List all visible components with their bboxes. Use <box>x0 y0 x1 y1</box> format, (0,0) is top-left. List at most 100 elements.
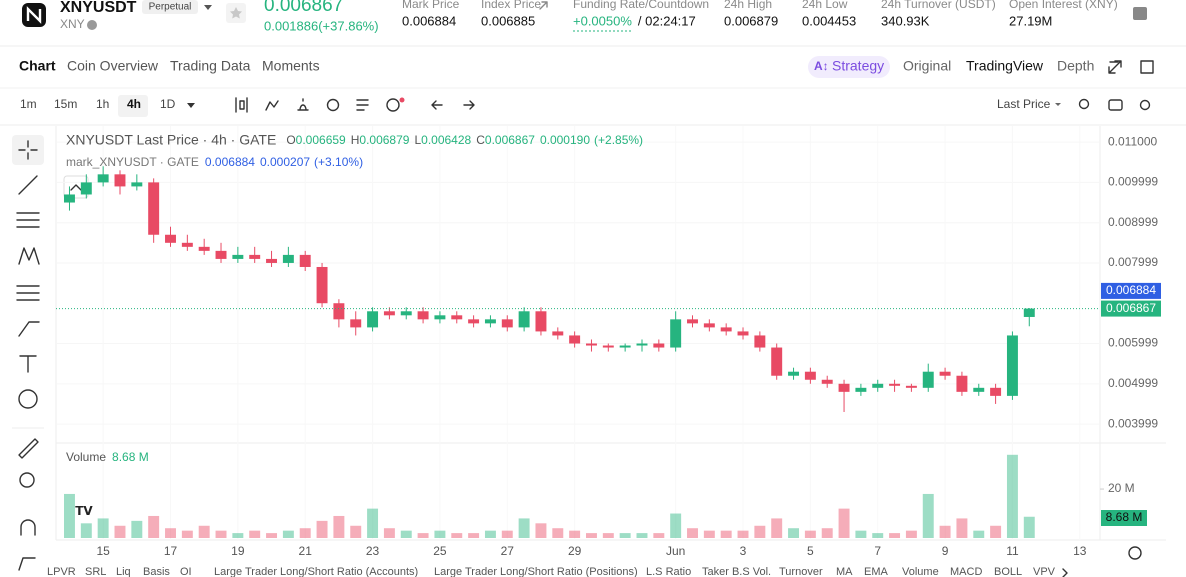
undo[interactable] <box>431 100 443 110</box>
star-icon <box>230 7 242 19</box>
volume-bar <box>754 525 766 538</box>
tab[interactable]: Coin Overview <box>67 58 159 74</box>
mark-legend-title: mark_XNYUSDT · GATE <box>66 155 199 169</box>
magnet-tool[interactable] <box>20 519 36 536</box>
candle <box>922 363 934 392</box>
camera-icon[interactable] <box>1108 99 1123 111</box>
interval[interactable]: 1h <box>96 97 109 111</box>
candle-body <box>838 383 850 392</box>
add-tool[interactable] <box>386 98 400 112</box>
candle-body <box>316 266 328 304</box>
indicator-tab[interactable]: Taker B.S Vol. <box>702 566 771 577</box>
volume-bar <box>569 530 581 538</box>
template-tool[interactable] <box>356 99 369 111</box>
view-option[interactable]: Original <box>903 58 951 74</box>
volume-bar <box>585 533 597 538</box>
indicator-tab[interactable]: Turnover <box>779 566 823 577</box>
candle-body <box>97 174 109 183</box>
pattern-tool[interactable] <box>18 247 40 265</box>
indicator-tab[interactable]: Volume <box>902 566 939 577</box>
window-icon[interactable] <box>1140 60 1154 74</box>
fullscreen-icon[interactable] <box>1108 60 1122 74</box>
indicator-tab[interactable]: Large Trader Long/Short Ratio (Positions… <box>434 566 638 577</box>
candle-body <box>821 379 833 384</box>
volume-bar <box>990 525 1002 538</box>
text-tool[interactable] <box>19 355 37 373</box>
candles-tool[interactable] <box>235 97 248 113</box>
indicators-more[interactable] <box>1062 568 1068 577</box>
candle-body <box>468 319 480 324</box>
indicator-tab[interactable]: L.S Ratio <box>646 566 691 577</box>
index-link-icon[interactable] <box>539 1 548 10</box>
volume-bar <box>181 530 193 538</box>
redo[interactable] <box>463 100 475 110</box>
candle-body <box>1023 308 1035 317</box>
trendline-tool[interactable] <box>18 175 38 195</box>
indicator-tab[interactable]: OI <box>180 566 192 577</box>
zoom-tool[interactable] <box>19 472 35 488</box>
indicator-tool[interactable] <box>265 100 279 111</box>
candle-body <box>148 182 160 235</box>
stat-label: 24h Turnover (USDT) <box>881 0 996 11</box>
tab[interactable]: Moments <box>262 58 320 74</box>
brush-tool[interactable] <box>18 321 40 337</box>
candle <box>97 166 109 187</box>
y-tick-label: 0.004999 <box>1108 376 1158 390</box>
interval-dropdown[interactable] <box>187 103 195 108</box>
indicator-tab[interactable]: MA <box>836 566 853 577</box>
emoji-tool[interactable] <box>18 389 38 409</box>
candle <box>417 307 429 324</box>
interval[interactable]: 1m <box>20 97 37 111</box>
price-source[interactable]: Last Price <box>997 97 1051 111</box>
indicator-tab[interactable]: BOLL <box>994 566 1022 577</box>
source-dropdown[interactable] <box>1055 103 1061 106</box>
ohlc-value: 0.006867 <box>485 133 535 147</box>
candle <box>804 367 816 384</box>
volume-bar <box>687 528 698 538</box>
strategy-pill[interactable] <box>808 56 890 78</box>
candle <box>788 367 800 380</box>
symbol-dropdown[interactable] <box>204 5 212 10</box>
indicator-tab[interactable]: Liq <box>116 566 131 577</box>
view-option[interactable]: Strategy <box>832 58 884 74</box>
volume-bar <box>350 525 362 538</box>
indicator-tab[interactable]: VPV <box>1033 566 1056 577</box>
ruler-tool[interactable] <box>18 438 39 459</box>
x-tick-label: 9 <box>942 544 949 558</box>
view-option[interactable]: TradingView <box>966 58 1044 74</box>
last-price-label: 0.006867 <box>1106 301 1156 315</box>
book-icon[interactable] <box>1133 7 1147 20</box>
candle-body <box>569 335 581 344</box>
tab[interactable]: Chart <box>19 58 56 74</box>
lock-tool[interactable] <box>18 557 36 571</box>
indicator-tab[interactable]: LPVR <box>47 566 76 577</box>
settings-icon[interactable] <box>1139 99 1151 111</box>
y-tick-label: 0.008999 <box>1108 215 1158 229</box>
indicator-tab[interactable]: SRL <box>85 566 106 577</box>
info-icon[interactable] <box>87 20 97 30</box>
indicator-tab[interactable]: MACD <box>950 566 982 577</box>
interval[interactable]: 4h <box>127 97 141 111</box>
alert-tool[interactable] <box>297 98 309 111</box>
fib-tool[interactable] <box>16 212 40 228</box>
volume-bar <box>417 533 429 538</box>
crosshair-tool[interactable] <box>18 140 38 160</box>
interval[interactable]: 15m <box>54 97 77 111</box>
replay-tool[interactable] <box>326 98 340 112</box>
indicator-tab[interactable]: Large Trader Long/Short Ratio (Accounts) <box>214 566 418 577</box>
time-axis-settings[interactable] <box>1128 546 1142 560</box>
projection-tool[interactable] <box>16 285 40 301</box>
view-option[interactable]: Depth <box>1057 58 1094 74</box>
volume-bar <box>97 518 109 538</box>
tab[interactable]: Trading Data <box>170 58 251 74</box>
search-icon[interactable] <box>1078 98 1090 110</box>
indicator-tab[interactable]: EMA <box>864 566 889 577</box>
candle <box>872 379 884 392</box>
volume-bar <box>720 530 732 538</box>
chart-tools[interactable] <box>235 97 1151 113</box>
x-tick-label: 19 <box>231 544 245 558</box>
interval[interactable]: 1D <box>160 97 176 111</box>
stat-value: 340.93K <box>881 13 930 28</box>
indicator-tab[interactable]: Basis <box>143 566 170 577</box>
